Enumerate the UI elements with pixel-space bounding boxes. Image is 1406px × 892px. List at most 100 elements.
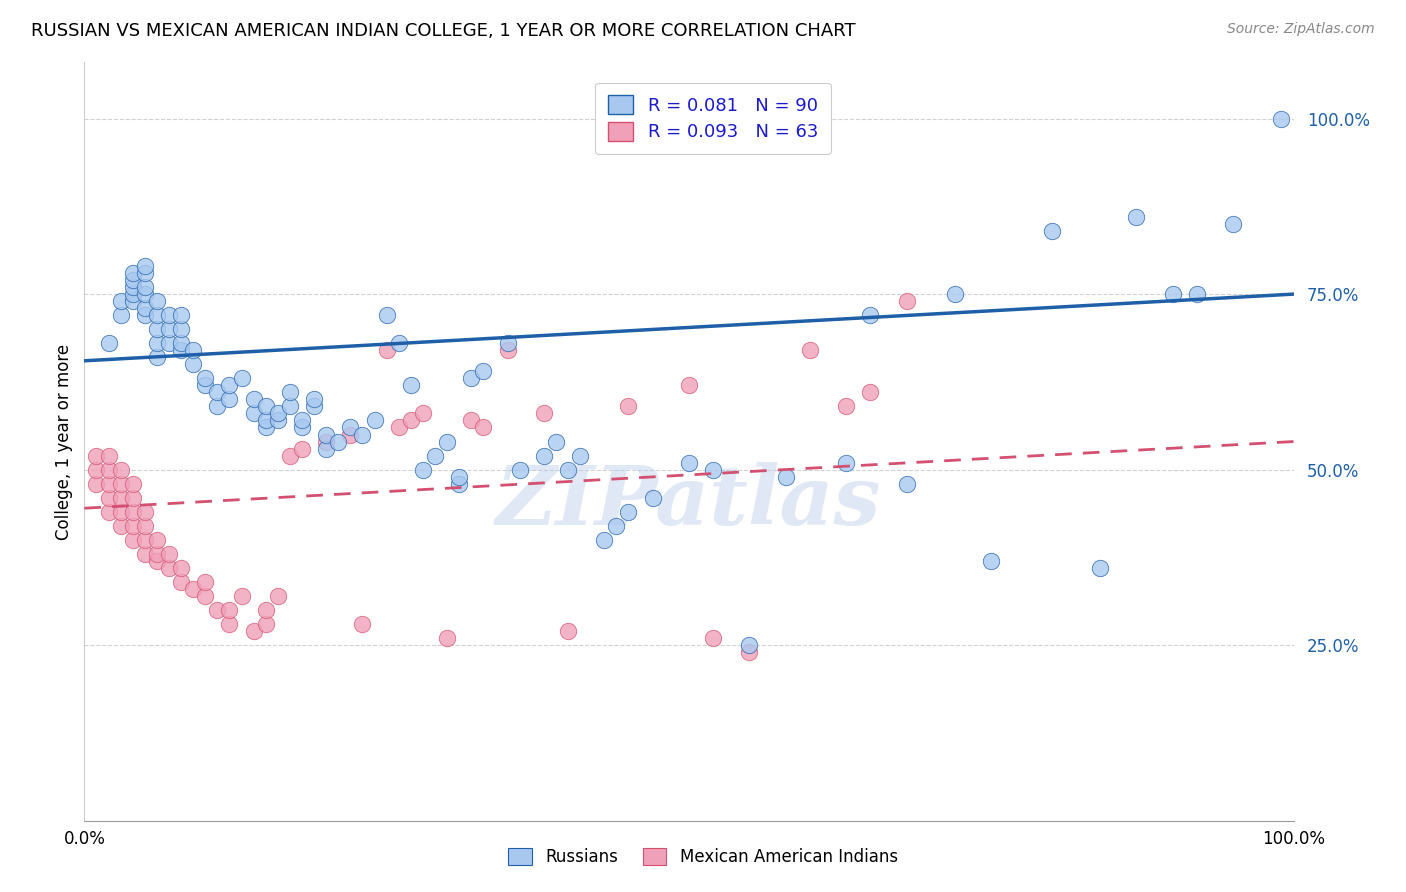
Point — [110, 518, 132, 533]
Point — [121, 491, 143, 505]
Point — [218, 392, 240, 407]
Point — [121, 280, 143, 294]
Point — [218, 617, 240, 632]
Point — [1040, 224, 1063, 238]
Point — [835, 400, 858, 414]
Point — [110, 491, 132, 505]
Point — [799, 343, 821, 358]
Point — [157, 308, 180, 322]
Point — [146, 294, 169, 309]
Point — [110, 476, 132, 491]
Point — [134, 518, 156, 533]
Point — [678, 456, 700, 470]
Point — [388, 336, 411, 351]
Point — [121, 518, 143, 533]
Point — [533, 449, 555, 463]
Point — [146, 554, 169, 568]
Point — [170, 343, 193, 358]
Point — [738, 645, 761, 659]
Point — [146, 322, 169, 336]
Point — [449, 469, 471, 483]
Point — [375, 308, 398, 322]
Point — [278, 449, 301, 463]
Point — [641, 491, 664, 505]
Point — [157, 336, 180, 351]
Point — [218, 603, 240, 617]
Point — [1185, 287, 1208, 301]
Text: ZIPatlas: ZIPatlas — [496, 462, 882, 542]
Point — [363, 413, 385, 427]
Point — [134, 505, 156, 519]
Point — [859, 308, 882, 322]
Point — [194, 378, 217, 392]
Point — [181, 357, 204, 371]
Point — [207, 400, 229, 414]
Point — [231, 589, 253, 603]
Point — [412, 462, 434, 476]
Point — [557, 624, 579, 639]
Point — [254, 413, 277, 427]
Point — [569, 449, 592, 463]
Point — [97, 476, 120, 491]
Point — [315, 434, 337, 449]
Point — [943, 287, 966, 301]
Point — [605, 518, 627, 533]
Point — [388, 420, 411, 434]
Point — [121, 533, 143, 547]
Point — [86, 476, 108, 491]
Point — [896, 294, 918, 309]
Point — [170, 308, 193, 322]
Point — [97, 491, 120, 505]
Point — [352, 427, 374, 442]
Point — [1270, 112, 1292, 126]
Point — [1125, 210, 1147, 224]
Point — [146, 547, 169, 561]
Y-axis label: College, 1 year or more: College, 1 year or more — [55, 343, 73, 540]
Point — [110, 462, 132, 476]
Point — [436, 631, 458, 645]
Point — [242, 624, 264, 639]
Point — [121, 505, 143, 519]
Point — [146, 336, 169, 351]
Point — [302, 400, 325, 414]
Point — [593, 533, 616, 547]
Point — [835, 456, 858, 470]
Point — [472, 364, 495, 378]
Point — [896, 476, 918, 491]
Point — [267, 589, 290, 603]
Point — [449, 476, 471, 491]
Point — [1088, 561, 1111, 575]
Point — [278, 385, 301, 400]
Point — [134, 259, 156, 273]
Point — [231, 371, 253, 385]
Point — [339, 420, 361, 434]
Point — [302, 392, 325, 407]
Point — [1161, 287, 1184, 301]
Point — [146, 351, 169, 365]
Point — [859, 385, 882, 400]
Point — [254, 400, 277, 414]
Point — [194, 589, 217, 603]
Point — [170, 574, 193, 589]
Point — [146, 308, 169, 322]
Point — [496, 336, 519, 351]
Point — [472, 420, 495, 434]
Text: Source: ZipAtlas.com: Source: ZipAtlas.com — [1227, 22, 1375, 37]
Point — [1222, 217, 1244, 231]
Point — [617, 400, 640, 414]
Point — [375, 343, 398, 358]
Point — [242, 392, 264, 407]
Point — [533, 407, 555, 421]
Point — [121, 476, 143, 491]
Point — [399, 413, 422, 427]
Point — [254, 420, 277, 434]
Point — [775, 469, 797, 483]
Point — [412, 407, 434, 421]
Point — [460, 371, 482, 385]
Point — [460, 413, 482, 427]
Point — [738, 638, 761, 652]
Point — [702, 631, 724, 645]
Legend: R = 0.081   N = 90, R = 0.093   N = 63: R = 0.081 N = 90, R = 0.093 N = 63 — [595, 83, 831, 154]
Point — [121, 273, 143, 287]
Point — [194, 574, 217, 589]
